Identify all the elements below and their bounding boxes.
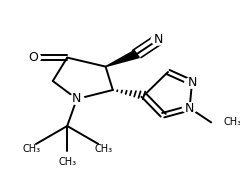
Text: CH₃: CH₃: [22, 143, 40, 154]
Text: CH₃: CH₃: [58, 157, 76, 167]
Text: CH₃: CH₃: [223, 117, 240, 127]
Text: N: N: [72, 93, 82, 105]
Circle shape: [185, 77, 199, 88]
Text: N: N: [154, 33, 163, 46]
Text: N: N: [185, 102, 194, 114]
Text: O: O: [29, 51, 39, 64]
Polygon shape: [106, 51, 139, 67]
Circle shape: [151, 34, 166, 45]
Text: CH₃: CH₃: [94, 143, 112, 154]
Text: N: N: [187, 76, 197, 89]
Circle shape: [70, 94, 84, 104]
Circle shape: [26, 52, 41, 63]
Circle shape: [182, 103, 197, 113]
